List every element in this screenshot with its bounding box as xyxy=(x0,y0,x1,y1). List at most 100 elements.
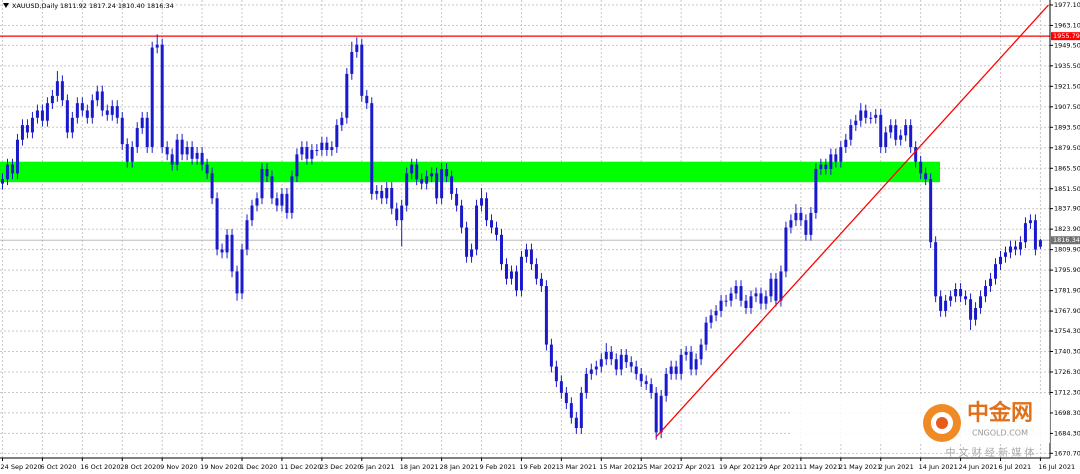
candle-body xyxy=(190,147,194,159)
candle-body xyxy=(514,271,518,291)
y-tick-label: 1851.50 xyxy=(1054,185,1080,193)
y-tick-label: 1740.30 xyxy=(1054,347,1080,355)
candle-body xyxy=(440,169,444,199)
y-tick-label: 1809.90 xyxy=(1054,246,1080,254)
chart-quote: 1811.92 1817.24 1810.40 1816.34 xyxy=(60,2,174,10)
candle-body xyxy=(629,362,633,367)
candle-body xyxy=(435,173,439,199)
candle-body xyxy=(724,300,728,302)
x-tick-label: 16 Oct 2020 xyxy=(80,463,120,471)
candle-body xyxy=(804,220,808,235)
support-zone xyxy=(0,161,940,183)
candle-body xyxy=(829,154,833,170)
x-tick-label: 15 Mar 2021 xyxy=(599,463,640,471)
candle-body xyxy=(874,114,878,118)
candle-body xyxy=(664,373,668,396)
candle-body xyxy=(1038,240,1042,247)
candle-body xyxy=(355,44,359,52)
candle-body xyxy=(609,351,613,360)
candle-body xyxy=(934,242,938,297)
candle-body xyxy=(709,315,713,323)
candle-body xyxy=(769,278,773,297)
candle-body xyxy=(959,288,963,297)
candle-body xyxy=(929,179,933,243)
hline-label: 1955.79 xyxy=(1053,32,1080,40)
x-tick-label: 6 Jul 2021 xyxy=(999,463,1032,471)
candle-body xyxy=(410,164,414,174)
y-tick-label: 1781.90 xyxy=(1054,287,1080,295)
candle-body xyxy=(554,366,558,382)
candle-body xyxy=(375,190,379,194)
candle-body xyxy=(465,227,469,257)
candle-body xyxy=(899,135,903,140)
y-tick-label: 1754.30 xyxy=(1054,327,1080,335)
candle-body xyxy=(844,139,848,148)
x-tick-label: 7 Apr 2021 xyxy=(679,463,715,471)
candle-body xyxy=(599,359,603,367)
candle-body xyxy=(225,234,229,253)
candle-body xyxy=(679,354,683,374)
candle-body xyxy=(879,114,883,148)
candle-body xyxy=(564,392,568,404)
candle-body xyxy=(549,344,553,367)
candle-body xyxy=(579,392,583,429)
candle-body xyxy=(50,95,54,104)
candle-body xyxy=(969,299,973,320)
candle-body xyxy=(70,117,74,133)
candle-body xyxy=(739,286,743,301)
y-tick-label: 1837.90 xyxy=(1054,205,1080,213)
candle-body xyxy=(380,190,384,199)
candle-body xyxy=(634,366,638,374)
candle-body xyxy=(824,164,828,170)
candle-body xyxy=(729,293,733,301)
y-tick-label: 1893.50 xyxy=(1054,123,1080,131)
candle-body xyxy=(405,173,409,206)
x-tick-label: 14 Jun 2021 xyxy=(919,463,958,471)
watermark-slogan: 中 文 财 经 新 媒 体 xyxy=(945,446,1034,459)
candle-body xyxy=(559,381,563,393)
y-tick-label: 1684.30 xyxy=(1054,429,1080,437)
watermark-bg xyxy=(790,395,1050,443)
candle-body xyxy=(949,296,953,301)
candle-body xyxy=(290,176,294,213)
candle-body xyxy=(719,300,723,311)
candle-body xyxy=(430,173,434,177)
candle-body xyxy=(95,91,99,101)
candle-body xyxy=(864,110,868,118)
y-tick-label: 1879.50 xyxy=(1054,144,1080,152)
x-tick-label: 29 Apr 2021 xyxy=(759,463,799,471)
x-tick-label: 28 Oct 2020 xyxy=(120,463,160,471)
candle-body xyxy=(519,256,523,291)
candle-body xyxy=(644,381,648,385)
candle-body xyxy=(390,188,394,209)
candle-body xyxy=(639,373,643,382)
candle-body xyxy=(754,293,758,297)
candle-body xyxy=(974,308,978,320)
candle-body xyxy=(704,322,708,345)
candle-body xyxy=(450,176,454,194)
candle-body xyxy=(964,296,968,300)
candle-body xyxy=(30,117,34,133)
candle-body xyxy=(924,173,928,180)
last-price-label: 1816.34 xyxy=(1053,236,1080,244)
candle-body xyxy=(245,220,249,250)
candle-body xyxy=(889,125,893,133)
candle-body xyxy=(1023,223,1027,243)
candle-body xyxy=(999,256,1002,265)
candle-body xyxy=(310,149,314,159)
last-price-label-bg xyxy=(1051,236,1080,245)
candle-body xyxy=(490,220,494,228)
candle-body xyxy=(45,103,49,121)
candle-body xyxy=(285,193,289,213)
watermark: 中金网 CNGOLD.COM 中 文 财 经 新 媒 体 xyxy=(790,395,1050,459)
candle-body xyxy=(350,51,354,74)
candle-body xyxy=(425,176,429,184)
y-tick-label: 1977.10 xyxy=(1054,1,1080,9)
candle-body xyxy=(135,128,139,148)
candle-body xyxy=(170,154,174,165)
candle-body xyxy=(140,117,144,129)
candle-body xyxy=(60,81,64,101)
candle-body xyxy=(869,117,873,119)
candle-body xyxy=(689,351,693,370)
candle-body xyxy=(539,278,543,287)
